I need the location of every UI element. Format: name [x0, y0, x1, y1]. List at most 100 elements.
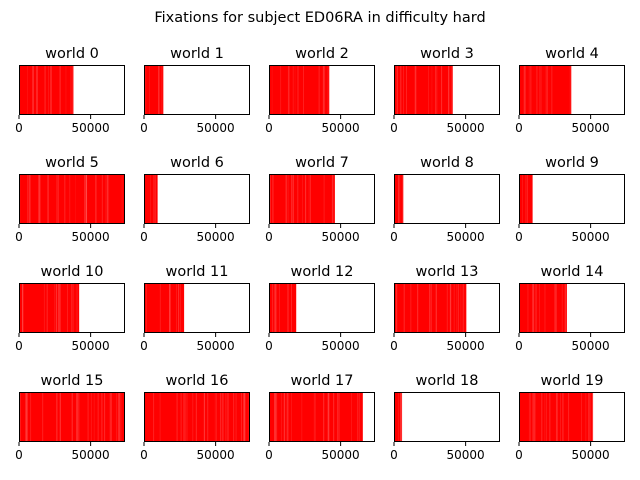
panel-world-11: world 11 0 50000: [140, 264, 250, 353]
fixation-streak: [556, 392, 558, 442]
fixation-streak: [274, 392, 276, 442]
x-tick-label: 50000: [447, 121, 485, 135]
fixation-streak: [398, 392, 399, 442]
axes-frame: [519, 283, 625, 333]
fixation-streak: [76, 283, 78, 333]
fixation-streak: [153, 174, 155, 224]
x-tick-label: 50000: [322, 448, 360, 462]
panel-world-4: world 4 0 50000: [515, 46, 625, 135]
fixation-streak: [178, 283, 179, 333]
fixation-streak: [32, 65, 33, 115]
fixation-streak: [523, 65, 525, 115]
axes-frame: [394, 174, 500, 224]
fixation-streak: [458, 283, 459, 333]
axes-background: [519, 174, 625, 224]
panel-title: world 10: [41, 264, 104, 280]
fixation-streak: [93, 392, 95, 442]
fixation-streak: [39, 174, 41, 224]
fixation-streak: [225, 392, 227, 442]
fixation-streak: [121, 174, 123, 224]
axes-frame: [269, 174, 375, 224]
panel-title: world 1: [170, 46, 224, 62]
fixation-streak: [153, 392, 155, 442]
axes-frame: [144, 65, 250, 115]
fixation-span: [394, 392, 402, 442]
panel-title: world 19: [541, 373, 604, 389]
fixation-streak: [534, 392, 536, 442]
fixation-streak: [192, 392, 194, 442]
fixation-streak: [416, 65, 417, 115]
fixation-streak: [291, 174, 293, 224]
fixation-streak: [541, 392, 543, 442]
x-tick-label: 0: [390, 230, 398, 244]
axes-frame: [394, 392, 500, 442]
x-tick-label: 50000: [322, 339, 360, 353]
fixation-streak: [176, 392, 178, 442]
fixation-streak: [33, 65, 34, 115]
axes-background: [394, 392, 500, 442]
fixation-span: [269, 174, 335, 224]
fixation-span: [19, 283, 80, 333]
fixation-streak: [46, 283, 48, 333]
panel-title: world 11: [166, 264, 229, 280]
fixation-streak: [159, 283, 161, 333]
x-tick-label: 50000: [447, 230, 485, 244]
fixation-streak: [149, 65, 150, 115]
panel-world-18: world 18 0 50000: [390, 373, 500, 462]
panel-world-6: world 6 0 50000: [140, 155, 250, 244]
fixation-streak: [531, 65, 532, 115]
fixation-streak: [436, 283, 437, 333]
fixation-span: [519, 392, 593, 442]
fixation-streak: [292, 174, 294, 224]
fixation-streak: [527, 283, 529, 333]
fixation-streak: [43, 283, 45, 333]
fixation-streak: [536, 65, 538, 115]
fixation-streak: [101, 174, 103, 224]
x-tick-label: 0: [15, 448, 23, 462]
x-tick-label: 0: [15, 230, 23, 244]
axes-frame: [394, 283, 500, 333]
fixation-streak: [76, 392, 77, 442]
axes-frame: [394, 65, 500, 115]
fixation-streak: [235, 392, 237, 442]
x-tick-label: 50000: [197, 448, 235, 462]
panel-title: world 7: [295, 155, 349, 171]
fixation-streak: [313, 392, 315, 442]
fixation-streak: [305, 174, 307, 224]
fixation-streak: [400, 65, 402, 115]
fixation-streak: [36, 65, 38, 115]
fixation-streak: [564, 283, 566, 333]
axes-frame: [19, 65, 125, 115]
fixation-streak: [70, 65, 72, 115]
fixation-streak: [184, 392, 186, 442]
fixation-span: [144, 65, 164, 115]
axes-frame: [144, 174, 250, 224]
fixation-streak: [186, 392, 188, 442]
fixation-streak: [287, 283, 289, 333]
fixation-streak: [71, 392, 73, 442]
fixation-streak: [111, 392, 112, 442]
panel-title: world 12: [291, 264, 354, 280]
fixation-span: [19, 392, 125, 442]
x-tick-label: 50000: [197, 121, 235, 135]
fixation-streak: [291, 283, 292, 333]
fixation-streak: [243, 392, 245, 442]
fixation-span: [269, 65, 330, 115]
fixation-streak: [308, 174, 310, 224]
axes-background: [394, 174, 500, 224]
fixation-streak: [560, 392, 561, 442]
fixation-streak: [95, 174, 97, 224]
fixation-streak: [27, 392, 28, 442]
axes-frame: [519, 174, 625, 224]
panel-title: world 0: [45, 46, 99, 62]
fixation-streak: [220, 392, 221, 442]
fixation-streak: [33, 65, 34, 115]
fixation-span: [144, 283, 185, 333]
fixation-streak: [27, 174, 28, 224]
fixation-streak: [303, 65, 304, 115]
fixation-streak: [428, 65, 429, 115]
fixation-streak: [271, 65, 273, 115]
fixation-streak: [592, 392, 594, 442]
fixation-streak: [323, 392, 325, 442]
x-tick-label: 50000: [447, 339, 485, 353]
